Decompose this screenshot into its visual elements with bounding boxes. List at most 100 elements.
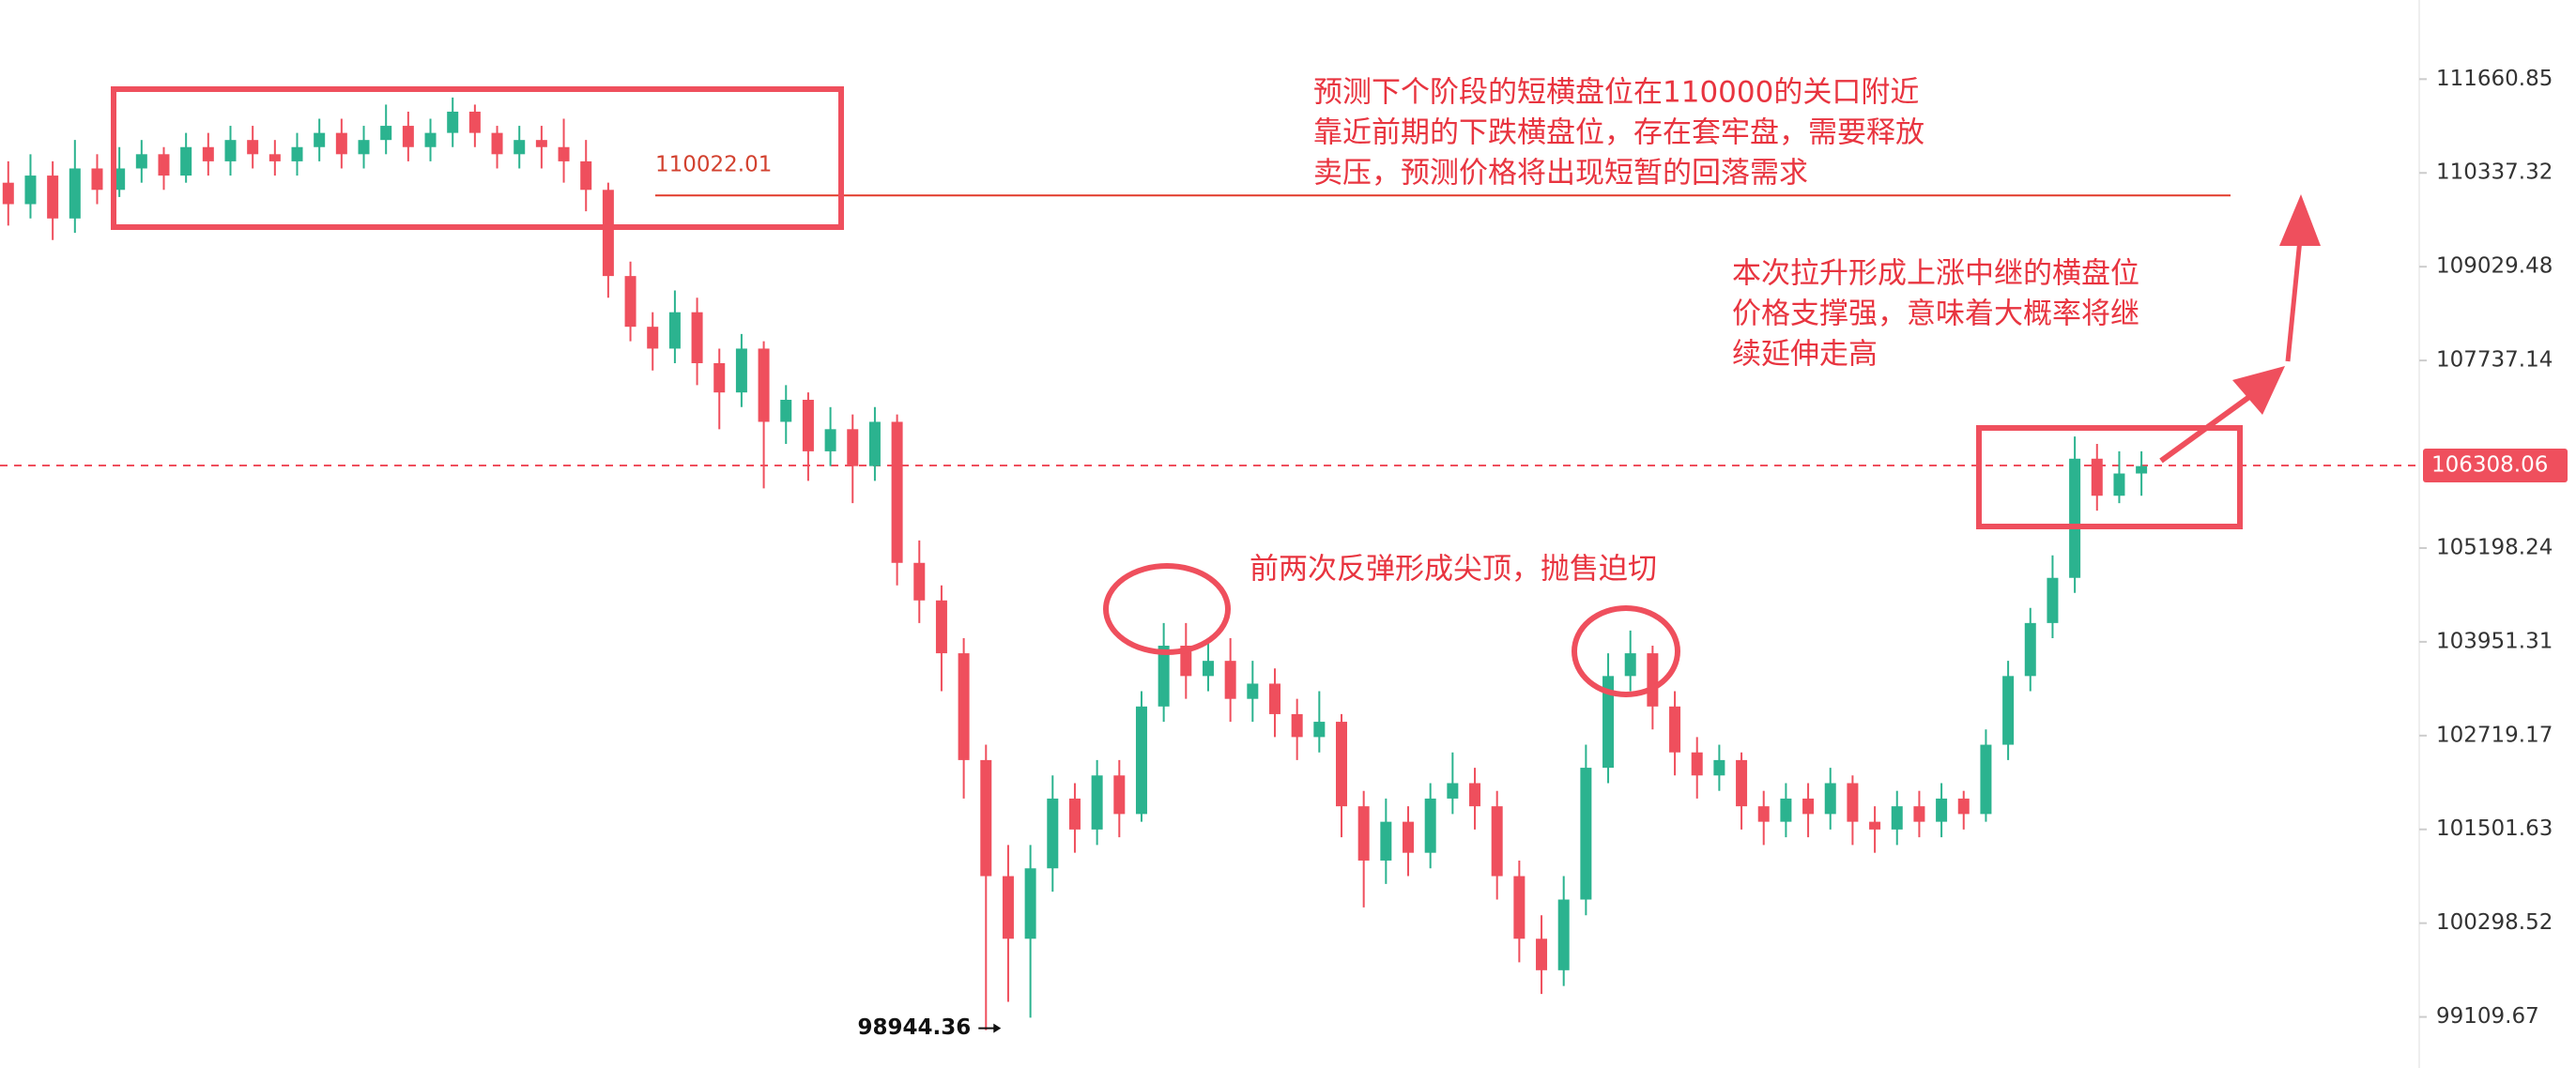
candle-body: [1135, 706, 1147, 815]
candle-body: [491, 132, 503, 155]
candle-body: [1202, 661, 1214, 677]
candle-body: [802, 399, 814, 451]
candle-body: [624, 276, 636, 328]
candle-body: [1736, 759, 1748, 807]
arrow-head: [2232, 366, 2285, 415]
candle-body: [1002, 876, 1014, 939]
candle-body: [735, 348, 747, 393]
candle-body: [691, 312, 703, 363]
candle-body: [1469, 783, 1481, 807]
candle-body: [1024, 868, 1036, 939]
y-tick-label: 101501.63: [2436, 816, 2553, 841]
candle-body: [602, 190, 614, 277]
candle-body: [424, 132, 437, 147]
candle-body: [247, 140, 259, 155]
candle-body: [1891, 806, 1903, 830]
candle-body: [1158, 646, 1170, 707]
annotation: 价格支撑强，意味着大概率将继: [1732, 298, 2139, 331]
y-tick-label: 107737.14: [2436, 348, 2553, 373]
candle-body: [268, 154, 281, 161]
y-tick-label: 100298.52: [2436, 910, 2553, 935]
candle-body: [2047, 577, 2059, 623]
candle-body: [1780, 798, 1792, 822]
annotation: 预测下个阶段的短横盘位在110000的关口附近: [1313, 76, 1919, 110]
y-tick-label: 99109.67: [2436, 1004, 2539, 1029]
candle-body: [580, 160, 592, 191]
candle-body: [1713, 759, 1725, 776]
low-label: 98944.36: [858, 1015, 972, 1040]
candle-body: [358, 140, 370, 155]
candle-body: [1691, 752, 1703, 776]
candle-body: [1247, 683, 1259, 699]
candle-body: [114, 168, 126, 191]
candle-body: [135, 154, 147, 169]
candle-body: [1624, 653, 1636, 677]
candle-body: [335, 132, 347, 155]
candle-body: [1557, 899, 1570, 970]
candle-body: [291, 146, 303, 161]
reference-label: 110022.01: [655, 153, 772, 177]
candle-body: [647, 327, 659, 349]
candle-body: [314, 132, 326, 147]
y-tick-label: 111660.85: [2436, 67, 2553, 91]
price-tag-label: 106308.06: [2431, 453, 2548, 478]
candle-body: [1068, 798, 1081, 830]
candle-body: [558, 146, 570, 161]
annotation: 前两次反弹形成尖顶，抛售迫切: [1250, 553, 1657, 587]
candle-body: [1536, 938, 1548, 970]
highlight-circle: [1103, 563, 1231, 655]
candle-body: [2136, 465, 2148, 474]
candle-body: [980, 759, 992, 877]
candle-body: [158, 154, 170, 176]
candle-body: [847, 429, 859, 466]
candle-body: [1936, 798, 1948, 822]
candle-body: [1047, 798, 1059, 869]
candle-body: [1980, 744, 1992, 815]
candle-body: [1291, 713, 1303, 738]
candle-body: [1847, 783, 1859, 822]
price-tag: [2423, 449, 2568, 483]
annotation: 靠近前期的下跌横盘位，存在套牢盘，需要释放: [1313, 116, 1924, 150]
candle-body: [1602, 676, 1615, 769]
annotation: 本次拉升形成上涨中继的横盘位: [1732, 257, 2139, 291]
candle-body: [47, 175, 59, 219]
arrow-head: [2279, 194, 2321, 246]
candle-body: [1513, 876, 1526, 939]
candle-body: [1824, 783, 1836, 815]
candle-body: [69, 168, 81, 219]
candle-body: [1447, 783, 1459, 799]
candle-body: [1757, 806, 1770, 822]
candle-body: [1313, 722, 1326, 738]
candle-body: [1380, 821, 1392, 861]
candle-body: [1224, 661, 1236, 699]
candle-body: [958, 653, 970, 760]
candle-body: [1580, 768, 1592, 900]
candle-body: [2091, 458, 2103, 496]
candle-body: [1336, 722, 1347, 807]
annotation: 卖压，预测价格将出现短暂的回落需求: [1313, 157, 1808, 191]
candle-body: [668, 312, 681, 349]
candle-body: [24, 175, 37, 205]
candle-body: [1957, 798, 1970, 815]
y-tick-label: 103951.31: [2436, 629, 2553, 653]
y-tick-label: 109029.48: [2436, 254, 2553, 279]
candle-body: [224, 140, 237, 161]
candle-body: [1869, 821, 1881, 830]
candle-body: [758, 348, 770, 422]
candle-body: [1357, 806, 1370, 861]
labels: 111660.85 110337.32 109029.48 107737.14 1051…: [655, 67, 2568, 1040]
candle-body: [91, 168, 103, 191]
candle-body: [1268, 683, 1280, 714]
candle-body: [1647, 653, 1659, 707]
plot-area: [0, 78, 2427, 1030]
candle-body: [2002, 676, 2015, 745]
candle-body: [402, 126, 414, 147]
low-pointer-head: [993, 1023, 1002, 1033]
y-tick-label: 102719.17: [2436, 723, 2553, 747]
candle-body: [1669, 706, 1681, 753]
annotation: 续延伸走高: [1732, 338, 1878, 372]
highlight-box: [1976, 425, 2243, 529]
